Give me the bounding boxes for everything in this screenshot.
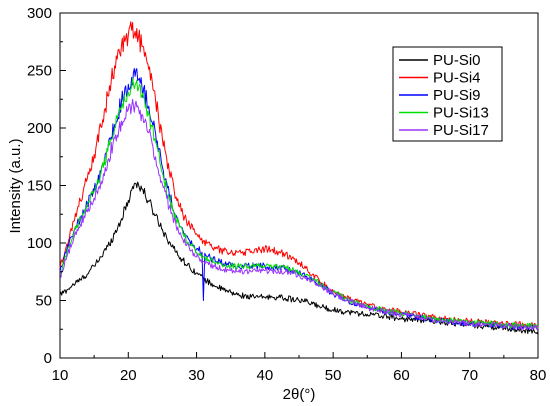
series-layer [59,21,539,335]
y-tick-label: 100 [27,235,52,252]
legend-box [392,46,503,142]
x-tick-label: 10 [52,367,69,384]
x-tick-label: 60 [393,367,410,384]
x-tick-label: 80 [530,367,547,384]
y-tick-label: 300 [27,5,52,22]
x-tick-label: 20 [120,367,137,384]
x-axis-title: 2θ(°) [283,386,316,403]
x-tick-label: 30 [188,367,205,384]
x-tick-label: 70 [461,367,478,384]
legend-label: PU-Si9 [433,87,481,104]
series-line-pu-si17 [59,98,539,331]
x-tick-label: 50 [325,367,342,384]
y-tick-label: 200 [27,120,52,137]
legend-label: PU-Si0 [433,52,481,69]
y-tick-label: 0 [44,350,52,367]
y-axis-title: Intensity (a.u.) [7,138,24,233]
legend-label: PU-Si17 [433,122,489,139]
y-tick-label: 50 [35,293,52,310]
tick-layer: 10 20 30 40 50 60 70 80 0 50 100 150 200 250 300 [27,5,546,384]
y-tick-label: 250 [27,63,52,80]
y-tick-label: 150 [27,178,52,195]
legend-label: PU-Si13 [433,105,489,122]
x-tick-label: 40 [257,367,274,384]
series-line-pu-si13 [59,77,539,330]
series-line-pu-si9 [59,68,539,331]
legend-label: PU-Si4 [433,70,481,87]
